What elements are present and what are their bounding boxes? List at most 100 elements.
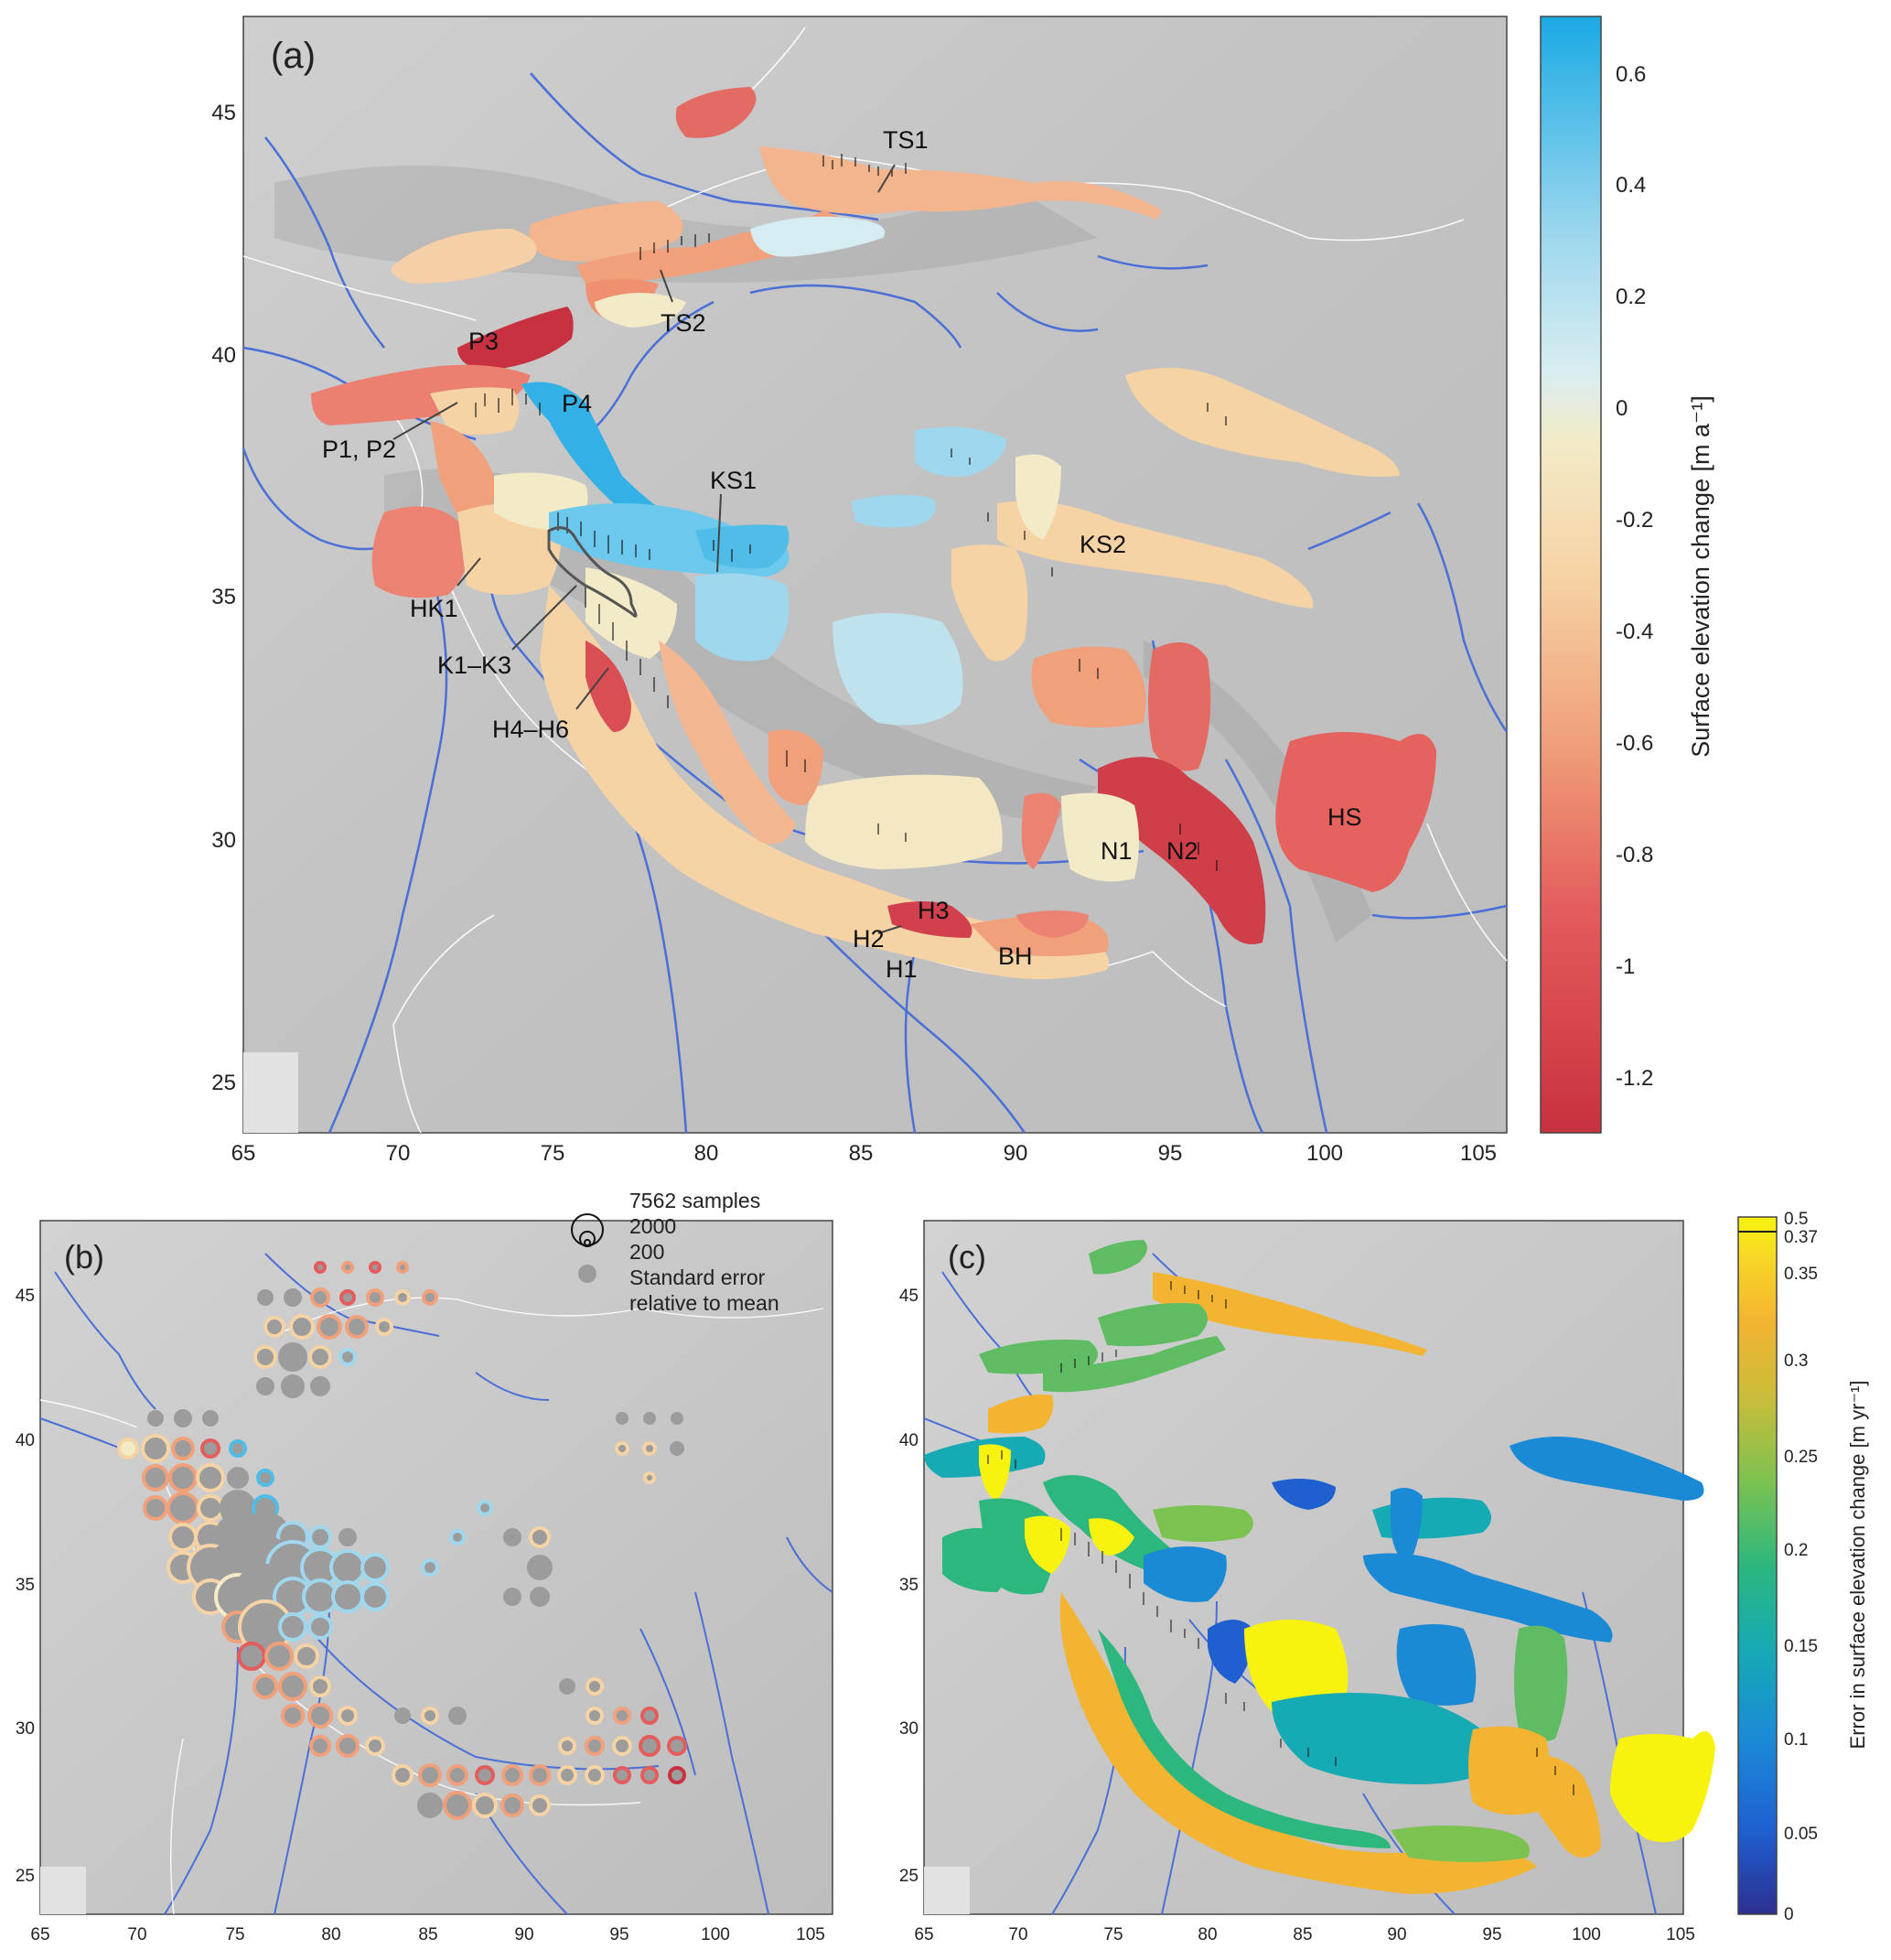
label-ks2: KS2 xyxy=(1080,531,1126,558)
sample-circle xyxy=(284,1288,302,1307)
region-err-ts1 xyxy=(1153,1272,1427,1356)
sample-circle xyxy=(309,1675,331,1697)
legend-stderr-dot xyxy=(578,1265,596,1283)
sample-speckles xyxy=(475,154,1227,871)
svg-text:40: 40 xyxy=(16,1431,35,1450)
svg-text:65: 65 xyxy=(231,1141,256,1166)
svg-text:85: 85 xyxy=(1293,1925,1312,1944)
region-qilian xyxy=(1125,368,1400,477)
svg-text:0.2: 0.2 xyxy=(1616,285,1646,309)
sample-circle xyxy=(394,1707,411,1724)
svg-text:70: 70 xyxy=(1008,1925,1027,1944)
region-hk-west xyxy=(371,506,469,598)
region-ts1 xyxy=(759,146,1162,220)
svg-text:70: 70 xyxy=(127,1925,146,1944)
svg-text:0: 0 xyxy=(1616,396,1628,421)
sample-circle xyxy=(365,1736,385,1756)
svg-text:0.05: 0.05 xyxy=(1784,1825,1818,1844)
svg-text:35: 35 xyxy=(899,1576,919,1595)
sample-circle xyxy=(421,1558,439,1577)
legend-stderr-1: Standard error xyxy=(629,1265,766,1289)
sample-circle xyxy=(586,1677,604,1696)
region-ts-north xyxy=(675,87,757,138)
label-bh: BH xyxy=(998,942,1033,970)
label-h2: H2 xyxy=(853,925,885,953)
region-err-kunlun-c xyxy=(1272,1479,1336,1510)
svg-text:30: 30 xyxy=(16,1719,35,1739)
svg-text:95: 95 xyxy=(609,1925,629,1944)
sample-circle xyxy=(501,1764,523,1786)
sample-circle xyxy=(310,1376,330,1396)
svg-text:0.6: 0.6 xyxy=(1616,62,1646,87)
label-n1: N1 xyxy=(1101,837,1133,865)
sample-circle xyxy=(196,1463,225,1492)
label-ks1: KS1 xyxy=(710,467,757,494)
region-err-ks2 xyxy=(1363,1553,1613,1642)
svg-text:105: 105 xyxy=(1460,1141,1497,1166)
label-h1: H1 xyxy=(886,955,918,983)
panel-c-letter: (c) xyxy=(948,1238,986,1276)
svg-text:80: 80 xyxy=(694,1141,719,1166)
panel-a: TS1 TS2 P3 P4 P1, P2 KS1 KS2 HK1 K1–K3 H… xyxy=(211,16,1714,1166)
sample-speckles-c xyxy=(987,1281,1574,1795)
sample-circle xyxy=(338,1528,357,1546)
sample-circle xyxy=(530,1587,550,1607)
svg-text:90: 90 xyxy=(1004,1141,1028,1166)
svg-text:85: 85 xyxy=(418,1925,437,1944)
svg-text:0.35: 0.35 xyxy=(1784,1265,1818,1284)
region-kashmir-orange xyxy=(768,729,823,805)
sample-circle xyxy=(117,1438,139,1459)
region-err-west-kunlun xyxy=(1144,1546,1227,1602)
legend-samples-max: 7562 samples xyxy=(629,1190,760,1212)
svg-text:80: 80 xyxy=(321,1925,340,1944)
svg-text:100: 100 xyxy=(1306,1141,1343,1166)
region-central-tibet xyxy=(805,774,1003,869)
sample-circle xyxy=(257,1289,274,1306)
sample-circle xyxy=(310,1287,330,1308)
sample-circle xyxy=(341,1261,354,1274)
svg-text:30: 30 xyxy=(899,1719,919,1739)
sample-circle xyxy=(314,1261,327,1274)
svg-text:0.37: 0.37 xyxy=(1784,1228,1818,1247)
label-h3: H3 xyxy=(918,897,950,924)
sample-circle xyxy=(643,1412,656,1425)
svg-text:25: 25 xyxy=(211,1071,236,1095)
sample-circle xyxy=(264,1642,294,1671)
sample-circle xyxy=(421,1707,439,1725)
svg-text:100: 100 xyxy=(1572,1925,1601,1944)
sample-circle xyxy=(375,1318,393,1336)
sample-circle xyxy=(329,1549,366,1586)
sample-circle xyxy=(446,1764,468,1786)
svg-text:95: 95 xyxy=(1482,1925,1501,1944)
region-ts-west xyxy=(391,229,537,284)
sample-circle xyxy=(278,1672,307,1701)
sample-circle xyxy=(141,1434,170,1463)
sample-circle xyxy=(237,1642,266,1671)
svg-text:70: 70 xyxy=(386,1141,411,1166)
sample-circle xyxy=(394,1289,411,1306)
sample-circle xyxy=(289,1314,315,1340)
sample-circle xyxy=(417,1793,443,1818)
error-regions xyxy=(924,1240,1715,1894)
region-err-central-band xyxy=(1272,1693,1510,1784)
sample-circle xyxy=(263,1316,285,1338)
sample-circle xyxy=(252,1674,278,1699)
region-ts-blue xyxy=(750,216,886,257)
region-err-karakoram-yellow xyxy=(1089,1518,1134,1556)
sample-circle xyxy=(529,1526,551,1548)
legend-circle-small xyxy=(584,1239,591,1246)
svg-text:0.25: 0.25 xyxy=(1784,1448,1818,1467)
colorbar-c-ticks: 0.5 0.37 0.35 0.3 0.25 0.2 0.15 0.1 0.05… xyxy=(1784,1210,1818,1924)
svg-text:35: 35 xyxy=(16,1576,35,1595)
borders-b xyxy=(39,1297,824,1915)
sample-circle xyxy=(360,1553,390,1582)
region-err-p1p2-yellow xyxy=(979,1444,1011,1501)
label-p4: P4 xyxy=(562,390,592,417)
svg-text:40: 40 xyxy=(899,1431,919,1450)
sample-circle xyxy=(529,1764,551,1786)
region-p4 xyxy=(521,382,695,540)
sample-circle xyxy=(338,1706,358,1726)
sample-circle xyxy=(317,1314,342,1340)
sample-circle xyxy=(443,1791,472,1820)
svg-text:45: 45 xyxy=(899,1287,919,1306)
